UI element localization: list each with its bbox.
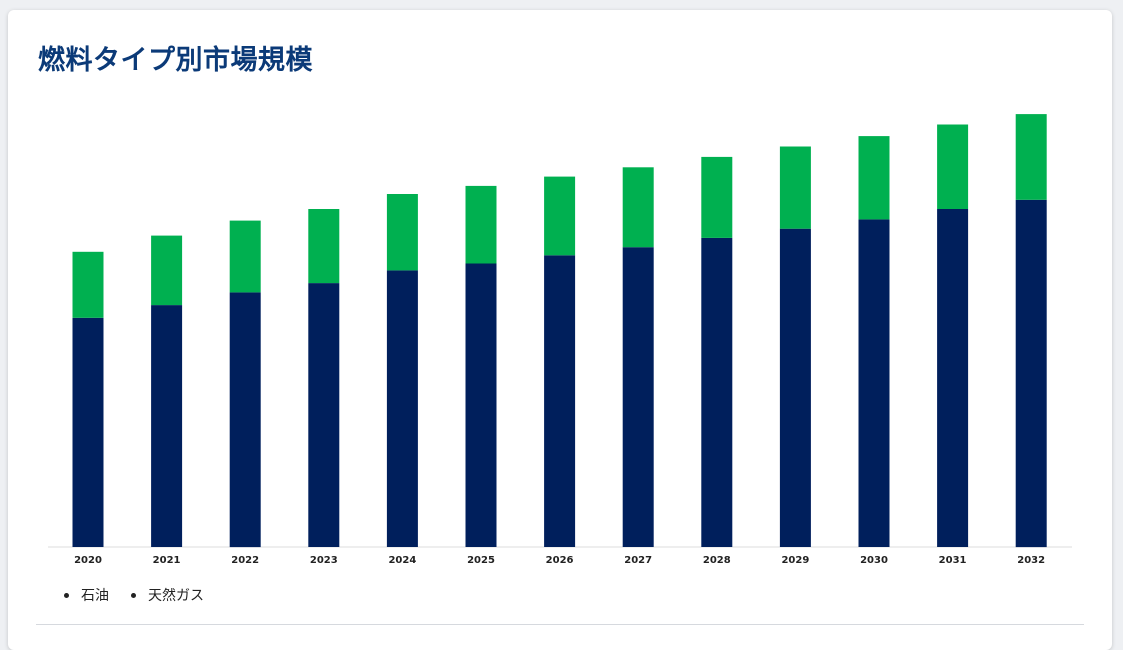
x-tick-label-2025: 2025 [467,555,495,566]
x-tick-label-2031: 2031 [939,555,967,566]
x-tick-label-2020: 2020 [74,555,102,566]
legend-item-oil[interactable]: 石油 [64,585,109,605]
bar-oil-2025 [465,263,497,547]
bar-natural-gas-2025 [465,185,497,264]
bar-oil-2028 [701,237,733,547]
legend-bullet-icon [131,592,136,598]
bar-oil-2027 [622,247,654,547]
bar-oil-2020 [72,317,104,547]
bar-natural-gas-2022 [229,220,261,293]
bar-oil-2031 [937,209,969,547]
bottom-divider [36,624,1084,625]
bar-oil-2021 [151,305,183,547]
bar-natural-gas-2024 [386,194,418,271]
bar-oil-2024 [386,270,418,547]
bar-natural-gas-2026 [544,176,576,256]
bar-natural-gas-2030 [858,136,890,220]
bar-natural-gas-2028 [701,156,733,238]
chart-card: 燃料タイプ別市場規模 2020 2021 2022 2023 2024 2025 2026 2… [8,10,1112,650]
bar-oil-2022 [229,292,261,548]
legend: 石油 天然ガス [64,585,204,605]
x-tick-label-2028: 2028 [703,555,731,566]
x-tick-label-2027: 2027 [624,555,652,566]
bar-oil-2030 [858,219,890,547]
legend-label-oil: 石油 [81,588,109,604]
bar-natural-gas-2029 [779,146,811,229]
bar-oil-2023 [308,283,340,547]
x-tick-label-2030: 2030 [860,555,888,566]
legend-bullet-icon [64,592,69,598]
bar-natural-gas-2027 [622,167,654,248]
x-tick-label-2029: 2029 [781,555,809,566]
chart-title: 燃料タイプ別市場規模 [38,45,313,76]
x-tick-label-2023: 2023 [310,555,338,566]
bar-oil-2026 [544,255,576,548]
bar-oil-2032 [1015,199,1047,548]
legend-label-natural-gas: 天然ガス [148,588,204,604]
x-tick-label-2022: 2022 [231,555,259,566]
bar-natural-gas-2021 [151,235,183,306]
bars-group [72,114,1047,548]
x-tick-labels: 2020 2021 2022 2023 2024 2025 2026 2027 2028 2029… [74,555,1045,566]
bar-oil-2029 [779,228,811,547]
x-tick-label-2021: 2021 [153,555,181,566]
bar-natural-gas-2023 [308,209,340,284]
x-tick-label-2026: 2026 [546,555,574,566]
bar-natural-gas-2032 [1015,114,1047,200]
legend-item-natural-gas[interactable]: 天然ガス [131,585,204,605]
bar-natural-gas-2020 [72,251,104,318]
bar-natural-gas-2031 [937,124,969,209]
stacked-bar-chart: 2020 2021 2022 2023 2024 2025 2026 2027 2028 2029… [48,114,1072,566]
x-tick-label-2032: 2032 [1017,555,1045,566]
x-tick-label-2024: 2024 [388,555,416,566]
